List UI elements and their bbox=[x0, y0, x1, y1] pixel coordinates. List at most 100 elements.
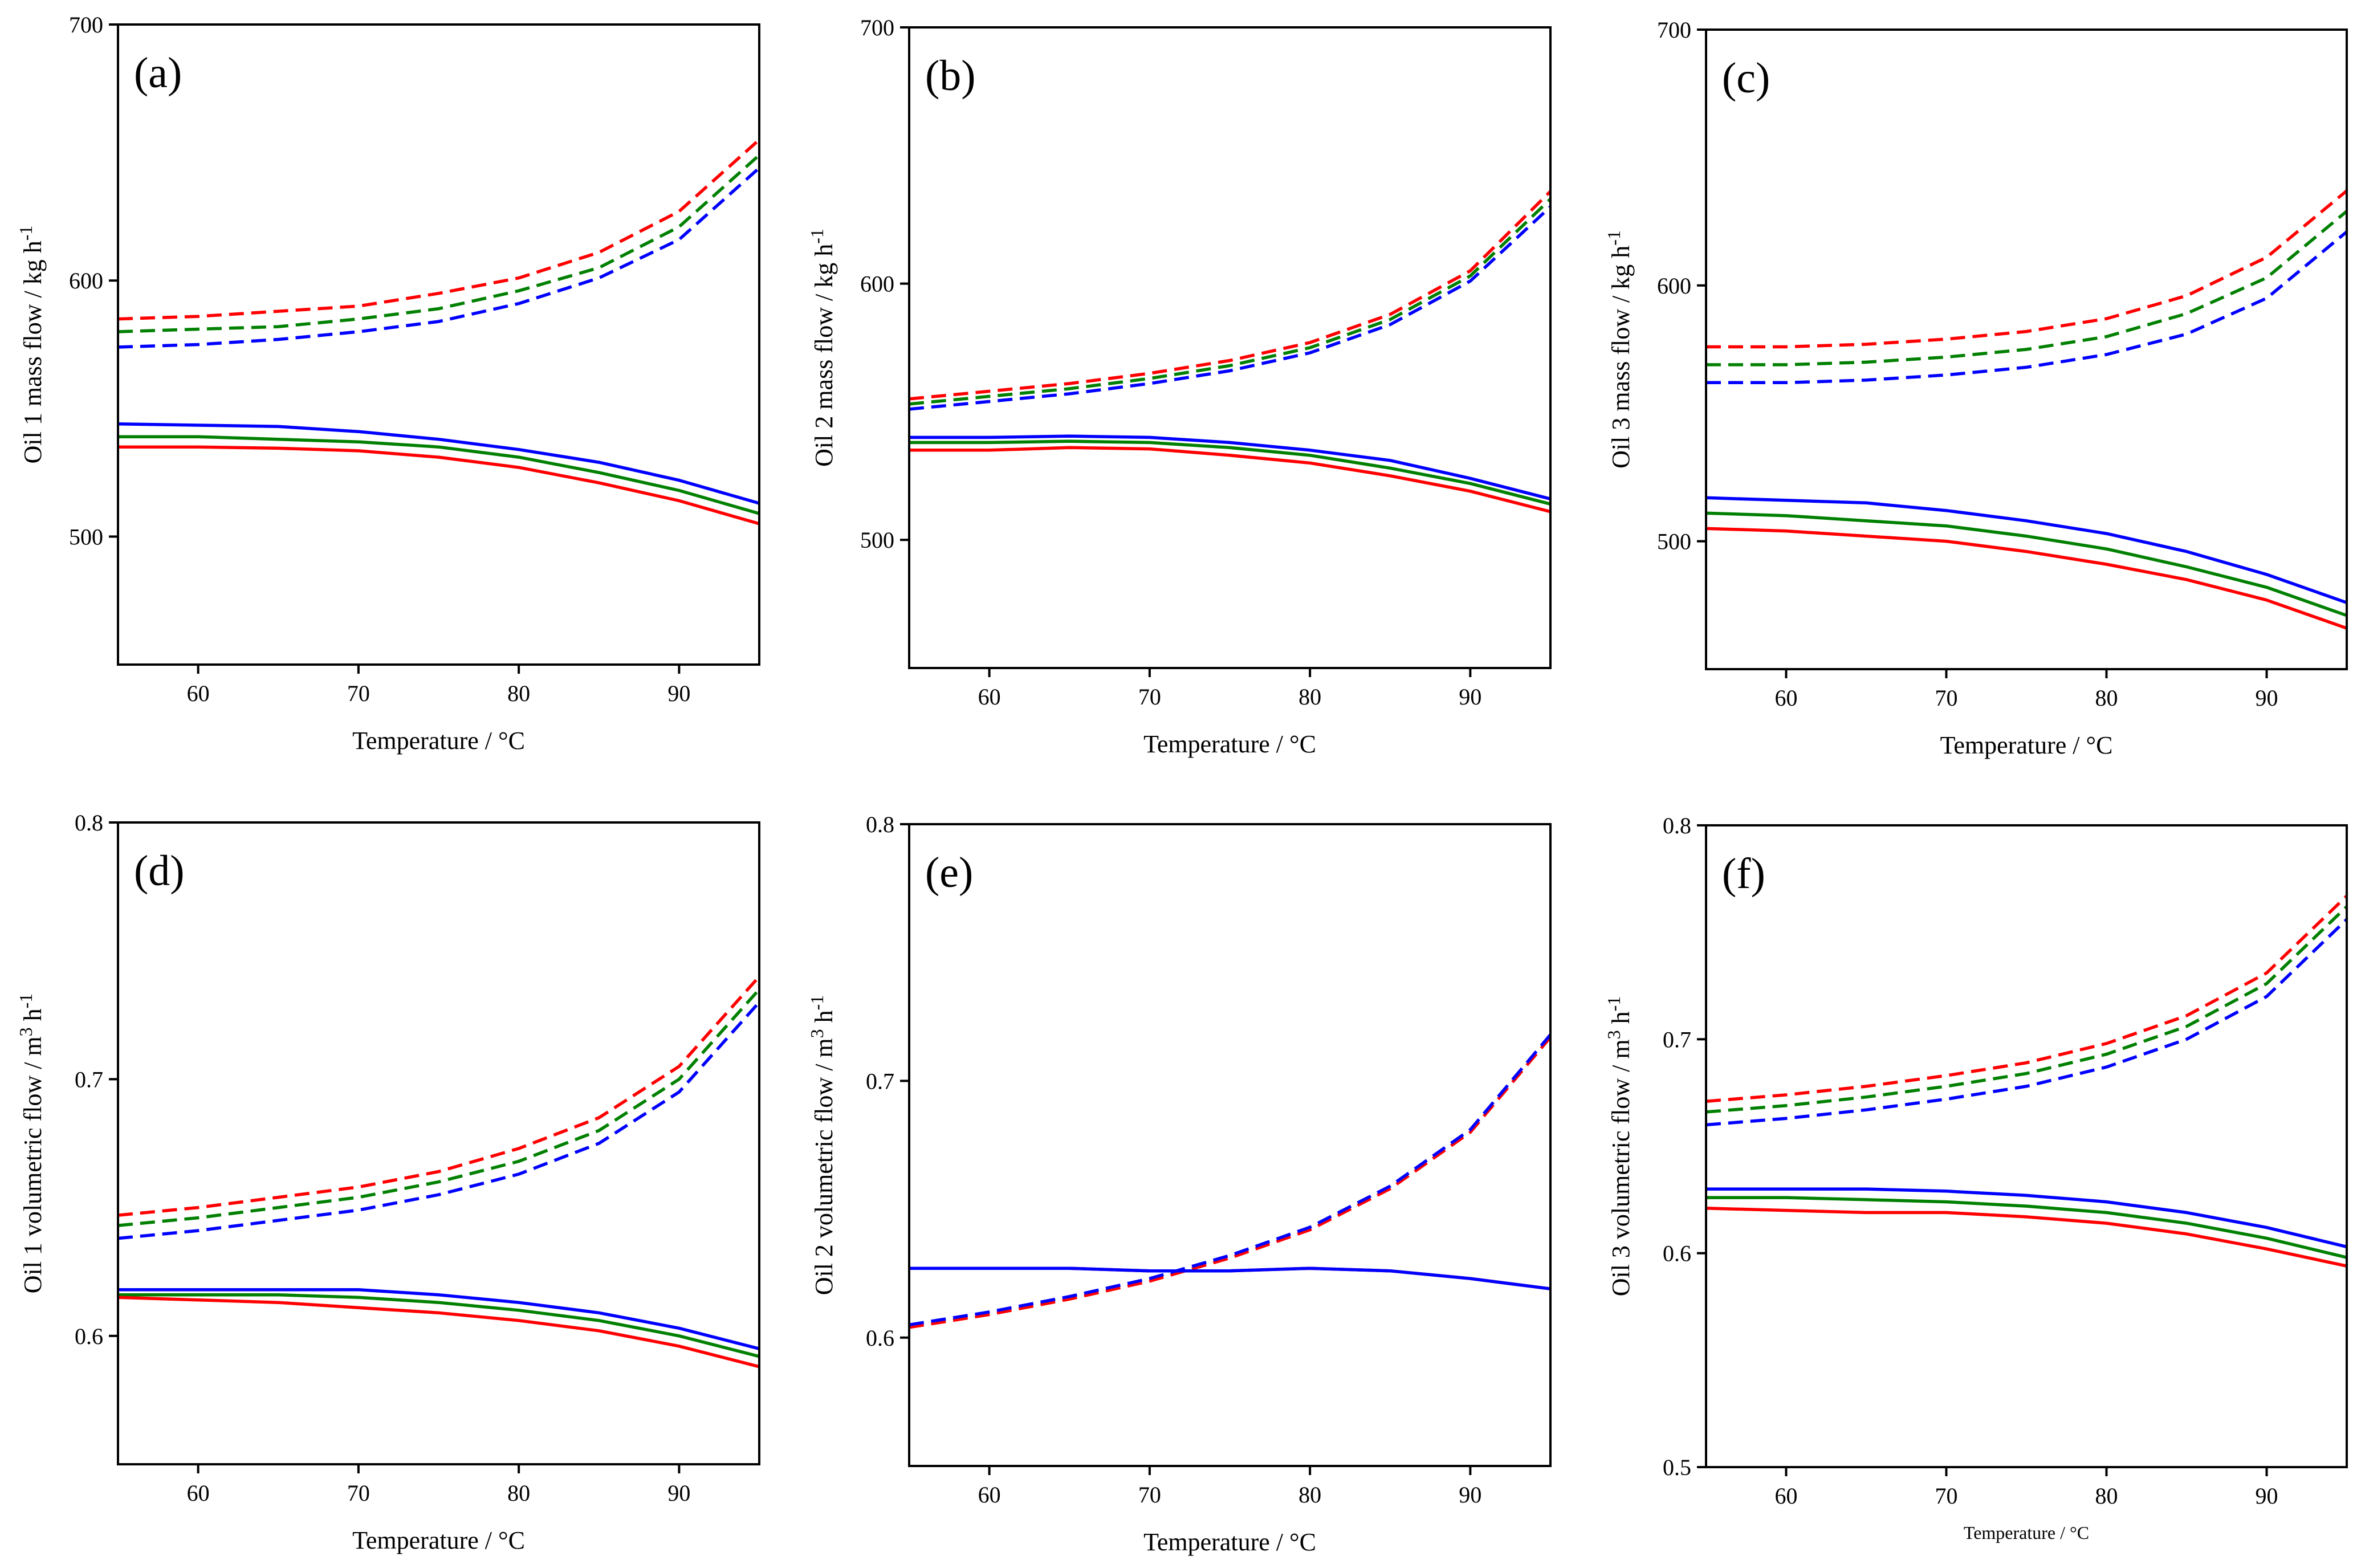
series-line-green-dashed bbox=[117, 154, 760, 333]
series-line-blue-solid bbox=[118, 1288, 760, 1350]
series-line-green-solid bbox=[118, 1293, 760, 1358]
y-tick-label: 0.8 bbox=[1663, 813, 1691, 838]
y-axis-title-text: Oil 1 volumetric flow / m bbox=[19, 1036, 47, 1293]
y-tick-label: 600 bbox=[1657, 273, 1691, 299]
series-line-blue-solid bbox=[1705, 496, 2347, 604]
x-tick-label: 70 bbox=[347, 681, 370, 706]
x-tick-label: 80 bbox=[2095, 1483, 2118, 1509]
series-line-green-dashed bbox=[1705, 905, 2348, 1114]
plot-frame bbox=[1705, 824, 2348, 1468]
panel-label: (b) bbox=[925, 52, 976, 100]
x-tick-label: 80 bbox=[2095, 685, 2118, 711]
series-line-red-solid bbox=[117, 1296, 760, 1369]
y-axis-title-text: Oil 3 volumetric flow / m bbox=[1607, 1039, 1635, 1296]
x-tick-label: 70 bbox=[1138, 684, 1161, 710]
y-tick-label: 0.7 bbox=[1663, 1027, 1691, 1052]
series-line-blue-dashed bbox=[909, 1033, 1552, 1327]
series-line-red-dashed bbox=[909, 190, 1552, 401]
y-axis-title: Oil 1 volumetric flow / m3 h-1 bbox=[15, 993, 47, 1294]
y-tick-label: 0.8 bbox=[866, 812, 894, 837]
panel-label: (a) bbox=[134, 49, 182, 97]
y-tick-label: 0.7 bbox=[866, 1068, 894, 1094]
y-tick-label: 0.6 bbox=[1663, 1241, 1691, 1266]
y-axis-title-superscript: -1 bbox=[1603, 230, 1624, 246]
series-line-blue-solid bbox=[1706, 1187, 2347, 1249]
y-axis-title-superscript: 3 bbox=[15, 1027, 36, 1036]
y-tick-label: 0.6 bbox=[75, 1323, 103, 1349]
y-axis-title-text: h bbox=[19, 1008, 47, 1027]
x-axis-title: Temperature / °C bbox=[1143, 730, 1316, 758]
panel-label: (c) bbox=[1722, 54, 1770, 102]
y-axis-title-superscript: -1 bbox=[15, 993, 36, 1009]
y-tick-label: 600 bbox=[69, 268, 103, 294]
x-tick-label: 80 bbox=[1298, 1482, 1321, 1508]
y-tick-label: 500 bbox=[860, 527, 894, 553]
y-axis-title-text: Oil 3 mass flow / kg h bbox=[1607, 246, 1635, 469]
series-line-green-solid bbox=[1705, 511, 2347, 617]
series-line-green-solid bbox=[909, 439, 1551, 506]
series-line-green-solid bbox=[118, 435, 760, 515]
y-axis-title: Oil 1 mass flow / kg h-1 bbox=[15, 226, 47, 464]
panel-label: (f) bbox=[1722, 850, 1765, 898]
series-line-blue-solid bbox=[909, 1266, 1551, 1290]
series-line-red-solid bbox=[118, 445, 760, 526]
y-axis-title-text: Oil 2 volumetric flow / m bbox=[810, 1038, 838, 1295]
x-tick-label: 80 bbox=[507, 681, 530, 706]
y-tick-label: 0.6 bbox=[866, 1325, 894, 1351]
series-line-blue-solid bbox=[909, 434, 1551, 500]
panel-label: (e) bbox=[925, 849, 973, 897]
plot-frame bbox=[908, 26, 1552, 669]
y-tick-label: 0.8 bbox=[75, 810, 103, 836]
y-axis-title: Oil 3 mass flow / kg h-1 bbox=[1603, 230, 1635, 469]
chart-panel-6: 60 70 80 90 0.5 0.6 0.7 0.8 (f) Temperature / °C O… bbox=[1603, 813, 2348, 1543]
y-tick-label: 700 bbox=[1657, 17, 1691, 43]
y-tick-label: 700 bbox=[69, 12, 103, 38]
x-tick-label: 90 bbox=[1459, 684, 1481, 710]
plot-frame bbox=[1705, 28, 2348, 670]
x-axis-title: Temperature / °C bbox=[1940, 731, 2113, 759]
y-axis-title-text: h bbox=[1607, 1011, 1635, 1030]
y-tick-label: 500 bbox=[69, 524, 103, 549]
y-axis-title-superscript: -1 bbox=[1603, 996, 1624, 1012]
x-tick-label: 90 bbox=[667, 1480, 690, 1506]
x-axis-title: Temperature / °C bbox=[1964, 1522, 2089, 1543]
series-line-red-dashed bbox=[909, 1036, 1552, 1329]
x-tick-label: 80 bbox=[507, 1480, 530, 1506]
chart-panel-2: 60 70 80 90 500 600 700 (b) Temperature / °C Oil … bbox=[807, 15, 1552, 758]
x-tick-label: 70 bbox=[1935, 685, 1958, 711]
x-tick-label: 80 bbox=[1298, 684, 1321, 710]
y-axis-title-text: Oil 1 mass flow / kg h bbox=[19, 241, 47, 463]
y-axis-title-superscript: -1 bbox=[807, 995, 827, 1011]
x-tick-label: 60 bbox=[978, 1482, 1001, 1508]
x-axis-title: Temperature / °C bbox=[352, 727, 525, 755]
series-line-blue-dashed bbox=[1706, 230, 2348, 385]
series-line-red-solid bbox=[1705, 527, 2347, 630]
x-tick-label: 60 bbox=[187, 681, 210, 706]
x-tick-label: 90 bbox=[667, 681, 690, 706]
series-line-green-dashed bbox=[1706, 210, 2348, 366]
chart-panel-3: 60 70 80 90 500 600 700 (c) Temperature / °C Oil … bbox=[1603, 17, 2348, 759]
panel-label: (d) bbox=[134, 847, 185, 895]
y-axis-title: Oil 2 volumetric flow / m3 h-1 bbox=[807, 995, 838, 1296]
y-tick-label: 0.5 bbox=[1663, 1455, 1691, 1480]
y-axis-title-superscript: -1 bbox=[15, 226, 36, 241]
series-line-green-dashed bbox=[909, 198, 1552, 406]
x-tick-label: 60 bbox=[1775, 1483, 1798, 1509]
x-tick-label: 90 bbox=[1459, 1482, 1481, 1508]
series-line-blue-dashed bbox=[117, 1001, 761, 1240]
chart-panel-4: 60 70 80 90 0.6 0.7 0.8 (d) Temperature / °C Oil … bbox=[15, 810, 761, 1554]
series-line-red-dashed bbox=[1705, 894, 2348, 1103]
plot-frame bbox=[908, 823, 1552, 1467]
series-line-red-solid bbox=[909, 446, 1551, 514]
y-tick-label: 500 bbox=[1657, 529, 1691, 555]
series-line-red-solid bbox=[1705, 1207, 2347, 1268]
y-axis-title-superscript: 3 bbox=[807, 1029, 827, 1038]
series-line-red-dashed bbox=[117, 139, 760, 321]
x-tick-label: 70 bbox=[1935, 1483, 1958, 1509]
x-tick-label: 60 bbox=[978, 684, 1001, 710]
series-line-blue-dashed bbox=[117, 166, 760, 349]
series-line-blue-dashed bbox=[909, 205, 1552, 411]
y-axis-title-superscript: -1 bbox=[807, 229, 827, 244]
series-line-green-solid bbox=[1706, 1196, 2347, 1259]
